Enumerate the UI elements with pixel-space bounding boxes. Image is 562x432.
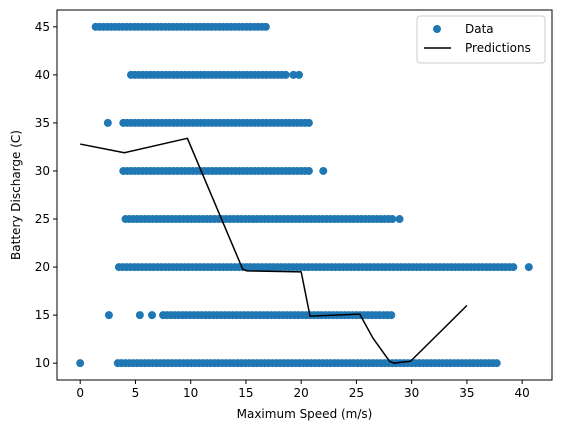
- legend-label-predictions: Predictions: [465, 41, 531, 55]
- data-point: [104, 311, 113, 320]
- x-axis-title: Maximum Speed (m/s): [237, 407, 373, 421]
- data-point: [524, 263, 533, 272]
- data-point: [148, 311, 157, 320]
- y-tick-label: 20: [35, 260, 50, 274]
- legend: Data Predictions: [416, 15, 546, 64]
- scatter-row: [104, 311, 396, 320]
- x-tick-label: 25: [349, 386, 364, 400]
- data-point: [135, 311, 144, 320]
- data-point: [294, 70, 303, 79]
- legend-label-data: Data: [465, 22, 494, 36]
- y-tick-label: 40: [35, 68, 50, 82]
- x-tick-label: 0: [76, 386, 84, 400]
- data-point: [492, 359, 501, 368]
- data-point: [304, 166, 313, 175]
- legend-marker-data: [433, 25, 441, 33]
- y-axis: 10 15 20 25 30 35 40 45: [35, 20, 57, 370]
- x-tick-label: 20: [294, 386, 309, 400]
- plot-frame: [56, 9, 553, 381]
- data-point: [387, 311, 396, 320]
- scatter-row: [121, 215, 404, 224]
- y-tick-label: 25: [35, 212, 50, 226]
- data-point: [103, 118, 112, 127]
- x-axis: 0 5 10 15 20 25 30 35 40: [76, 380, 530, 400]
- data-point: [76, 359, 85, 368]
- x-tick-label: 35: [459, 386, 474, 400]
- data-point: [281, 70, 290, 79]
- data-point: [388, 215, 397, 224]
- scatter-row: [91, 22, 270, 31]
- x-tick-label: 5: [132, 386, 140, 400]
- y-tick-label: 15: [35, 308, 50, 322]
- x-tick-label: 15: [238, 386, 253, 400]
- scatter-row: [119, 166, 328, 175]
- scatter-row: [103, 118, 313, 127]
- plot-marks: [76, 22, 533, 368]
- y-tick-label: 10: [35, 356, 50, 370]
- data-point: [319, 166, 328, 175]
- y-axis-title: Battery Discharge (C): [9, 130, 23, 260]
- y-tick-label: 45: [35, 20, 50, 34]
- y-tick-label: 30: [35, 164, 50, 178]
- scatter-row: [114, 263, 533, 272]
- x-tick-label: 10: [183, 386, 198, 400]
- data-point: [304, 118, 313, 127]
- legend-box: [416, 15, 546, 64]
- predictions-line: [80, 137, 468, 364]
- data-point: [509, 263, 518, 272]
- scatter-row: [76, 359, 501, 368]
- x-tick-label: 30: [404, 386, 419, 400]
- y-tick-label: 35: [35, 116, 50, 130]
- scatter-row: [127, 70, 303, 79]
- data-point: [395, 215, 404, 224]
- data-point: [289, 70, 298, 79]
- x-tick-label: 40: [515, 386, 530, 400]
- data-point: [261, 22, 270, 31]
